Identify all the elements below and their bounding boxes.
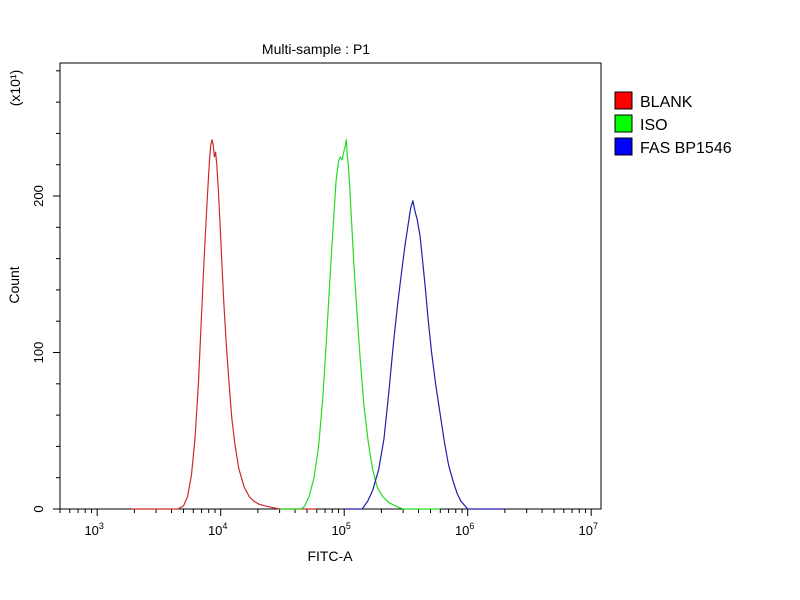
series-line-iso bbox=[279, 139, 441, 510]
x-axis-title: FITC-A bbox=[307, 548, 353, 564]
plot-area-frame bbox=[59, 62, 602, 510]
x-axis: 103 104 105 106 107 bbox=[59, 509, 598, 538]
legend-swatch-iso bbox=[614, 114, 633, 133]
x-tick-label: 106 bbox=[455, 521, 474, 538]
y-axis: 0 100 200 bbox=[31, 70, 60, 513]
svg-text:(x10¹): (x10¹) bbox=[7, 70, 23, 107]
legend-label-fas-bp1546: FAS BP1546 bbox=[640, 140, 732, 157]
legend-label-blank: BLANK bbox=[640, 94, 693, 111]
series-layer bbox=[131, 139, 505, 510]
y-tick-label: 100 bbox=[31, 342, 46, 364]
legend-swatch-blank bbox=[614, 91, 633, 110]
legend: BLANK ISO FAS BP1546 bbox=[614, 91, 732, 157]
chart-title: Multi-sample : P1 bbox=[262, 41, 370, 57]
series-line-blank bbox=[131, 139, 317, 510]
y-tick-label: 0 bbox=[31, 505, 46, 512]
y-axis-title: Count bbox=[6, 266, 22, 303]
legend-label-iso: ISO bbox=[640, 117, 668, 134]
y-tick-label: 200 bbox=[31, 185, 46, 207]
series-line-fas-bp1546 bbox=[344, 200, 505, 510]
x-tick-label: 103 bbox=[84, 521, 103, 538]
x-tick-label: 104 bbox=[208, 521, 227, 538]
x-tick-label: 105 bbox=[331, 521, 350, 538]
legend-swatch-fas-bp1546 bbox=[614, 137, 633, 156]
y-multiplier-label: (x10¹) bbox=[7, 70, 23, 107]
x-tick-label: 107 bbox=[578, 521, 597, 538]
